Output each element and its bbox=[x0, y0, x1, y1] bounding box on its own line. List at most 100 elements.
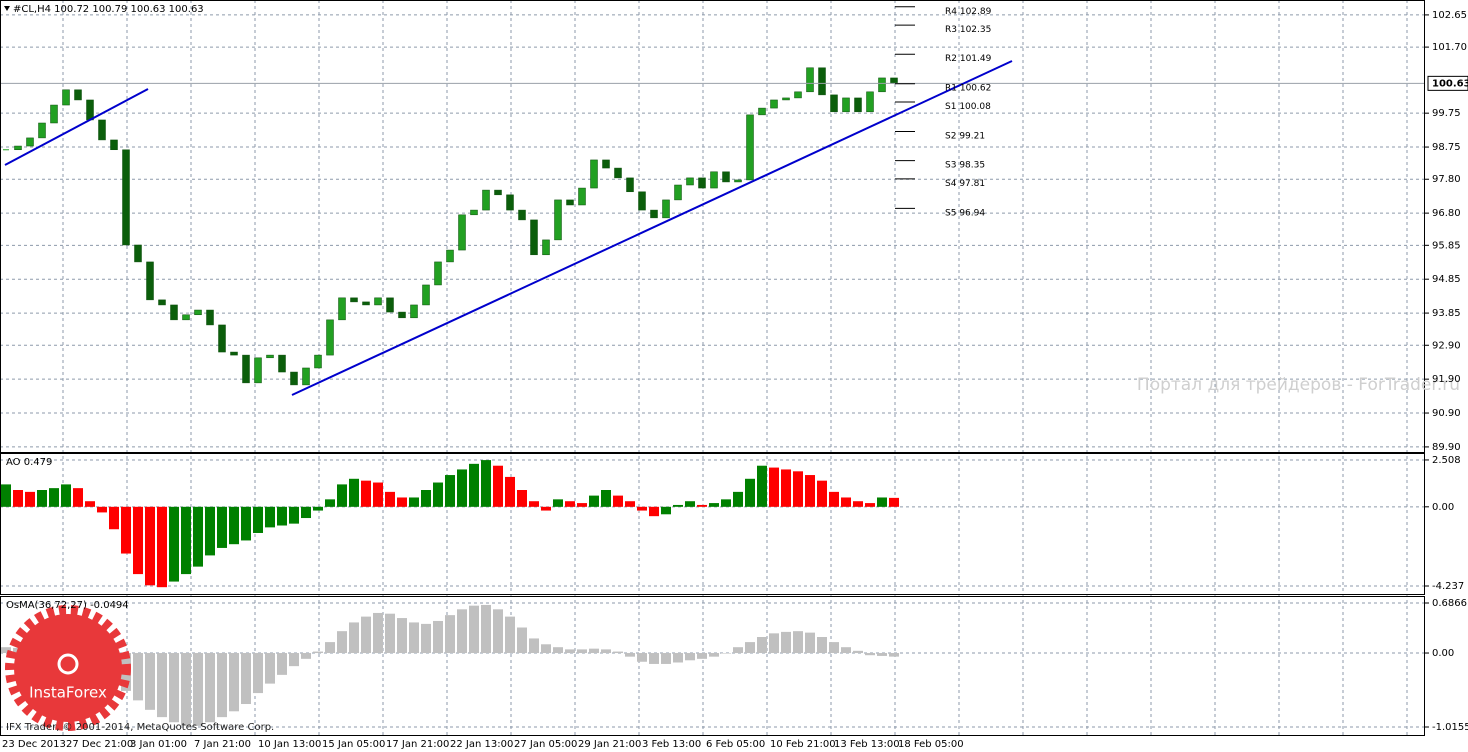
candle bbox=[758, 107, 766, 116]
histogram-bar bbox=[817, 636, 827, 654]
histogram-bar bbox=[613, 651, 623, 654]
histogram-bar bbox=[373, 482, 383, 507]
histogram-bar bbox=[637, 653, 647, 662]
marks-layer bbox=[0, 6, 1425, 726]
histogram-bar bbox=[373, 612, 383, 654]
histogram-bar bbox=[853, 650, 863, 654]
histogram-bar bbox=[445, 615, 455, 654]
y-tick-label: 0.00 bbox=[1432, 502, 1454, 513]
panes bbox=[0, 0, 1425, 736]
candle bbox=[458, 214, 466, 251]
histogram-bar bbox=[661, 653, 671, 664]
x-tick-label: 3 Jan 01:00 bbox=[130, 739, 187, 750]
histogram-bar bbox=[457, 609, 467, 654]
candle bbox=[494, 189, 502, 196]
histogram-bar bbox=[865, 653, 875, 656]
x-tick-label: 3 Feb 13:00 bbox=[642, 739, 701, 750]
pivot-name: S1 bbox=[945, 101, 956, 111]
histogram-bar bbox=[865, 503, 875, 507]
candle bbox=[398, 311, 406, 319]
histogram-bar bbox=[73, 488, 83, 507]
pivot-value: 100.08 bbox=[959, 101, 991, 111]
last-price-label: 100.63 bbox=[1432, 78, 1468, 89]
candle bbox=[878, 77, 886, 93]
candle bbox=[590, 159, 598, 189]
histogram-bar bbox=[673, 653, 683, 663]
histogram-bar bbox=[301, 653, 311, 659]
candle bbox=[254, 357, 262, 384]
histogram-bar bbox=[697, 653, 707, 659]
x-tick-label: 15 Jan 05:00 bbox=[322, 739, 385, 750]
histogram-bar bbox=[505, 616, 515, 654]
pivot-label: S4 97.81 bbox=[945, 178, 985, 188]
pivot-name: R2 bbox=[945, 54, 957, 64]
histogram-bar bbox=[553, 647, 563, 654]
osma-pane bbox=[0, 596, 1425, 736]
candle bbox=[50, 104, 58, 124]
histogram-bar bbox=[625, 501, 635, 507]
histogram-bar bbox=[685, 653, 695, 661]
pivot-name: S4 bbox=[945, 178, 957, 188]
histogram-bar bbox=[1, 484, 11, 507]
histogram-bar bbox=[169, 653, 179, 723]
pivot-label: S3 98.35 bbox=[945, 160, 985, 170]
pivot-value: 101.49 bbox=[960, 54, 992, 64]
histogram-bar bbox=[421, 623, 431, 654]
histogram-bar bbox=[457, 469, 467, 507]
candle bbox=[146, 261, 154, 301]
histogram-bar bbox=[133, 506, 143, 575]
histogram-bar bbox=[49, 488, 59, 507]
candle bbox=[374, 297, 382, 306]
pivot-name: R4 bbox=[945, 6, 957, 16]
histogram-bar bbox=[433, 482, 443, 507]
y-tick-label: 94.85 bbox=[1432, 274, 1461, 285]
candle bbox=[782, 97, 790, 101]
histogram-bar bbox=[133, 653, 143, 701]
histogram-bar bbox=[649, 653, 659, 664]
candle bbox=[806, 67, 814, 93]
histogram-bar bbox=[553, 499, 563, 507]
histogram-bar bbox=[769, 633, 779, 654]
x-tick-label: 13 Feb 13:00 bbox=[834, 739, 900, 750]
histogram-bar bbox=[529, 501, 539, 507]
candle bbox=[506, 194, 514, 211]
candle bbox=[650, 209, 658, 219]
histogram-bar bbox=[193, 653, 203, 726]
candle bbox=[110, 139, 118, 151]
histogram-bar bbox=[325, 499, 335, 507]
histogram-bar bbox=[361, 616, 371, 654]
candle bbox=[854, 97, 862, 113]
candle bbox=[170, 304, 178, 321]
histogram-bar bbox=[253, 506, 263, 533]
histogram-bar bbox=[625, 653, 635, 657]
candle bbox=[86, 99, 94, 121]
histogram-bar bbox=[577, 649, 587, 654]
menu-arrow[interactable] bbox=[4, 6, 10, 11]
histogram-bar bbox=[829, 642, 839, 654]
pivot-value: 97.81 bbox=[959, 178, 985, 188]
histogram-bar bbox=[541, 644, 551, 654]
histogram-bar bbox=[829, 491, 839, 507]
histogram-bar bbox=[349, 622, 359, 654]
x-tick-label: 22 Jan 13:00 bbox=[450, 739, 513, 750]
histogram-bar bbox=[745, 642, 755, 654]
histogram-bar bbox=[97, 506, 107, 513]
trendline bbox=[291, 60, 1013, 396]
candle bbox=[74, 89, 82, 101]
x-tick-label: 10 Feb 21:00 bbox=[770, 739, 836, 750]
pivot-name: R3 bbox=[945, 25, 957, 35]
pane-title: AO 0.479 bbox=[6, 457, 52, 468]
histogram-bar bbox=[841, 497, 851, 507]
histogram-bar bbox=[889, 497, 899, 507]
candle bbox=[722, 171, 730, 183]
y-tick-label: -1.0155 bbox=[1432, 722, 1468, 733]
candle bbox=[866, 91, 874, 113]
histogram-bar bbox=[505, 476, 515, 507]
pivot-value: 100.62 bbox=[960, 83, 992, 93]
histogram-bar bbox=[697, 504, 707, 507]
candle bbox=[434, 261, 442, 286]
pane-title: OsMA(36,72,27) -0.0494 bbox=[6, 600, 129, 611]
y-tick-label: 91.90 bbox=[1432, 374, 1461, 385]
y-tick-label: 97.80 bbox=[1432, 174, 1461, 185]
